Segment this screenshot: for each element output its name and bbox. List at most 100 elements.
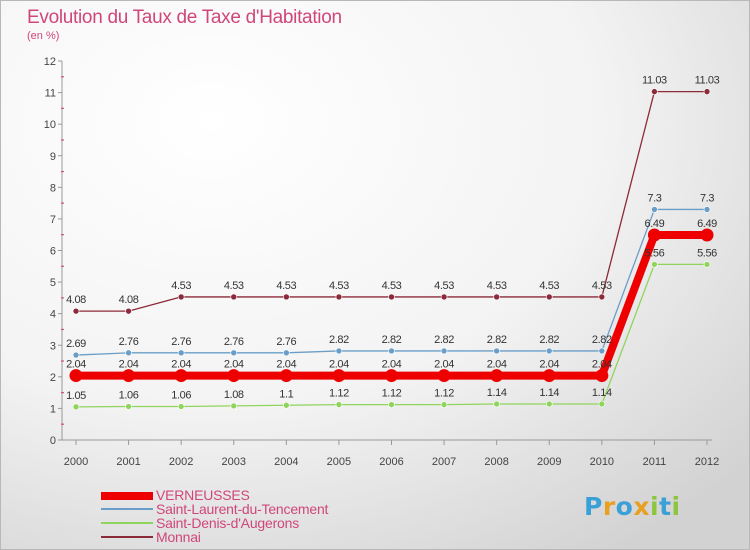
data-point [598, 400, 606, 408]
data-label: 5.56 [645, 247, 665, 259]
data-label: 5.56 [697, 247, 717, 259]
data-point [279, 369, 293, 383]
data-label: 4.53 [434, 280, 454, 292]
data-label: 2.76 [171, 336, 191, 348]
data-label: 4.53 [276, 280, 296, 292]
data-label: 7.3 [700, 192, 714, 204]
y-tick-label: 1 [50, 403, 56, 415]
data-label: 2.69 [66, 338, 86, 350]
data-point [177, 293, 185, 301]
logo-letter: r [602, 492, 616, 521]
data-label: 11.03 [695, 75, 720, 87]
data-point [230, 293, 238, 301]
y-tick-label: 3 [50, 340, 56, 352]
data-label: 2.04 [171, 359, 191, 371]
data-label: 2.76 [119, 336, 139, 348]
y-tick-label: 2 [50, 372, 56, 384]
data-point [703, 206, 711, 213]
data-point [283, 293, 290, 301]
data-label: 2.04 [487, 359, 507, 371]
data-point [174, 369, 188, 383]
data-point [122, 369, 136, 383]
legend-swatch [101, 522, 153, 524]
data-point [490, 369, 504, 383]
data-point [651, 88, 658, 95]
data-label: 2.04 [329, 359, 349, 371]
data-label: 11.03 [642, 75, 667, 87]
legend-label: VERNEUSSES [156, 487, 250, 503]
x-tick-label: 2004 [274, 456, 298, 468]
x-tick-label: 2009 [537, 456, 561, 468]
data-label: 1.06 [119, 390, 139, 402]
data-label: 2.04 [276, 359, 296, 371]
data-label: 4.53 [539, 280, 559, 292]
data-point [230, 402, 238, 410]
data-point [227, 369, 241, 383]
data-label: 2.82 [487, 334, 507, 346]
chart-subtitle: (en %) [27, 30, 60, 42]
x-tick-label: 2005 [327, 456, 351, 468]
data-label: 2.82 [539, 334, 559, 346]
data-label: 2.04 [66, 359, 86, 371]
data-point [388, 293, 395, 301]
logo-letter: i [650, 492, 660, 521]
data-point [72, 403, 80, 411]
data-label: 4.53 [224, 280, 244, 292]
data-point [440, 347, 448, 355]
legend-label: Saint-Denis-d'Augerons [156, 515, 300, 531]
data-label: 1.05 [66, 390, 86, 402]
data-label: 4.53 [171, 280, 191, 292]
y-tick-label: 12 [44, 56, 56, 68]
data-point [332, 369, 346, 383]
data-point [595, 369, 609, 383]
data-label: 7.3 [647, 192, 661, 204]
data-point [545, 347, 553, 355]
data-label: 2.04 [539, 359, 559, 371]
data-label: 4.08 [66, 294, 86, 306]
x-tick-label: 2010 [590, 456, 614, 468]
legend-swatch [101, 492, 153, 500]
x-tick-label: 2006 [379, 456, 403, 468]
data-point [651, 206, 658, 213]
data-label: 1.06 [171, 390, 191, 402]
logo-letter: i [671, 492, 681, 521]
data-point [72, 307, 80, 315]
data-point [703, 88, 711, 95]
data-point [437, 369, 451, 383]
data-label: 1.14 [539, 387, 559, 399]
data-point [335, 401, 343, 408]
data-label: 1.12 [382, 388, 402, 400]
logo-letter: P [584, 492, 603, 521]
y-tick-label: 4 [50, 309, 56, 321]
data-point [545, 293, 553, 301]
y-tick-label: 11 [45, 88, 56, 100]
x-tick-label: 2003 [222, 456, 246, 468]
data-point [493, 293, 500, 301]
data-point [125, 403, 132, 410]
data-label: 2.04 [119, 359, 139, 371]
data-point [125, 349, 132, 357]
data-point [542, 369, 556, 383]
data-label: 2.04 [224, 359, 244, 371]
logo-letter: x [633, 492, 650, 521]
y-tick-label: 9 [50, 151, 56, 163]
data-point [335, 293, 343, 301]
data-point [647, 228, 661, 242]
data-point [493, 347, 500, 355]
data-point [493, 400, 500, 408]
data-label: 4.53 [592, 280, 612, 292]
data-point [651, 261, 658, 268]
proxiti-logo: Proxiti [584, 492, 681, 521]
data-point [703, 261, 711, 268]
data-point [283, 349, 290, 357]
logo-letter: t [659, 492, 672, 521]
x-tick-label: 2002 [169, 456, 193, 468]
logo-letter: o [615, 492, 634, 521]
data-point [335, 347, 343, 355]
y-tick-label: 10 [44, 119, 56, 131]
y-tick-label: 8 [50, 182, 56, 194]
data-label: 1.14 [487, 387, 507, 399]
data-point [72, 351, 80, 359]
data-label: 6.49 [645, 218, 665, 230]
